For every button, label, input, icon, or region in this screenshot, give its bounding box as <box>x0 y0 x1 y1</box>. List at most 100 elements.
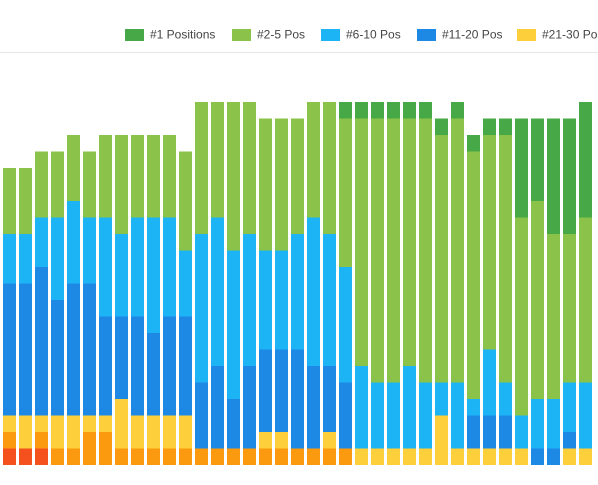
bar-segment <box>275 118 288 251</box>
bar-segment <box>467 448 480 465</box>
bar-segment <box>67 415 80 449</box>
bar-segment <box>563 118 576 234</box>
bar-segment <box>563 234 576 383</box>
bar-segment <box>531 448 544 465</box>
bar-segment <box>499 118 512 135</box>
bar-segment <box>3 415 16 432</box>
bar-segment <box>115 135 128 234</box>
bar-segment <box>147 415 160 449</box>
bar-segment <box>131 448 144 465</box>
bar-segment <box>3 234 16 284</box>
bar-segment <box>19 448 32 465</box>
bar-segment <box>35 217 48 267</box>
bar-segment <box>467 415 480 449</box>
bar-segment <box>547 399 560 449</box>
legend-label: #6-10 Pos <box>346 28 401 42</box>
bar-segment <box>19 234 32 284</box>
bar-segment <box>19 415 32 449</box>
bar-segment <box>387 382 400 449</box>
bar-segment <box>35 415 48 432</box>
bar-segment <box>67 201 80 284</box>
bar-segment <box>451 448 464 465</box>
bar-segment <box>355 366 368 449</box>
bar-segment <box>547 448 560 465</box>
bar-segment <box>403 118 416 366</box>
bar-segment <box>579 448 592 465</box>
bar-segment <box>291 349 304 449</box>
bar-segment <box>483 448 496 465</box>
bar-segment <box>467 151 480 399</box>
bar-segment <box>371 448 384 465</box>
bar-segment <box>147 333 160 416</box>
bar-segment <box>227 102 240 251</box>
legend-label: #11-20 Pos <box>442 28 503 42</box>
bar-segment <box>323 234 336 366</box>
bar-segment <box>179 250 192 317</box>
bar-segment <box>243 102 256 234</box>
bar-segment <box>179 151 192 251</box>
legend-label: #21-30 Pos <box>542 28 598 42</box>
bar-segment <box>483 415 496 449</box>
legend-swatch <box>232 29 251 41</box>
bar-segment <box>195 448 208 465</box>
bar-segment <box>387 448 400 465</box>
bar-segment <box>83 415 96 432</box>
bar-segment <box>419 118 432 383</box>
bar-segment <box>307 448 320 465</box>
bar-segment <box>195 102 208 234</box>
bar-segment <box>579 382 592 449</box>
bar-segment <box>563 448 576 465</box>
bar-segment <box>115 448 128 465</box>
bar-segment <box>99 217 112 317</box>
bar-segment <box>435 118 448 135</box>
bar-segment <box>243 448 256 465</box>
bar-segment <box>403 102 416 119</box>
bar-segment <box>547 118 560 234</box>
bar-segment <box>35 432 48 449</box>
bar-segment <box>339 118 352 267</box>
bar-segment <box>275 432 288 449</box>
bar-segment <box>131 316 144 416</box>
bar-segment <box>275 349 288 432</box>
bar-segment <box>35 448 48 465</box>
bar-segment <box>211 448 224 465</box>
bar-segment <box>451 118 464 383</box>
bar-segment <box>435 135 448 383</box>
bar-segment <box>371 118 384 383</box>
bars <box>3 102 592 465</box>
bar-segment <box>19 168 32 234</box>
legend-swatch <box>517 29 536 41</box>
bar-segment <box>371 102 384 119</box>
bar-segment <box>515 448 528 465</box>
bar-segment <box>291 448 304 465</box>
bar-segment <box>51 151 64 218</box>
bar-segment <box>435 382 448 416</box>
bar-segment <box>483 349 496 416</box>
bar-segment <box>483 118 496 135</box>
bar-segment <box>275 448 288 465</box>
bar-segment <box>131 415 144 449</box>
bar-segment <box>419 382 432 449</box>
bar-segment <box>99 135 112 218</box>
bar-segment <box>291 234 304 350</box>
bar-segment <box>451 102 464 119</box>
bar-segment <box>323 432 336 449</box>
bar-segment <box>339 382 352 449</box>
bar-segment <box>275 250 288 350</box>
bar-segment <box>131 135 144 218</box>
bar-segment <box>211 217 224 366</box>
bar-segment <box>115 399 128 449</box>
bar-segment <box>67 283 80 416</box>
bar-segment <box>515 118 528 218</box>
bar-segment <box>179 448 192 465</box>
bar-segment <box>339 267 352 383</box>
bar-segment <box>35 267 48 416</box>
bar-segment <box>339 448 352 465</box>
legend-label: #1 Positions <box>150 28 215 42</box>
bar-segment <box>387 118 400 383</box>
bar-segment <box>115 316 128 399</box>
bar-segment <box>307 366 320 449</box>
bar-segment <box>99 432 112 465</box>
bar-segment <box>147 217 160 333</box>
bar-segment <box>323 448 336 465</box>
